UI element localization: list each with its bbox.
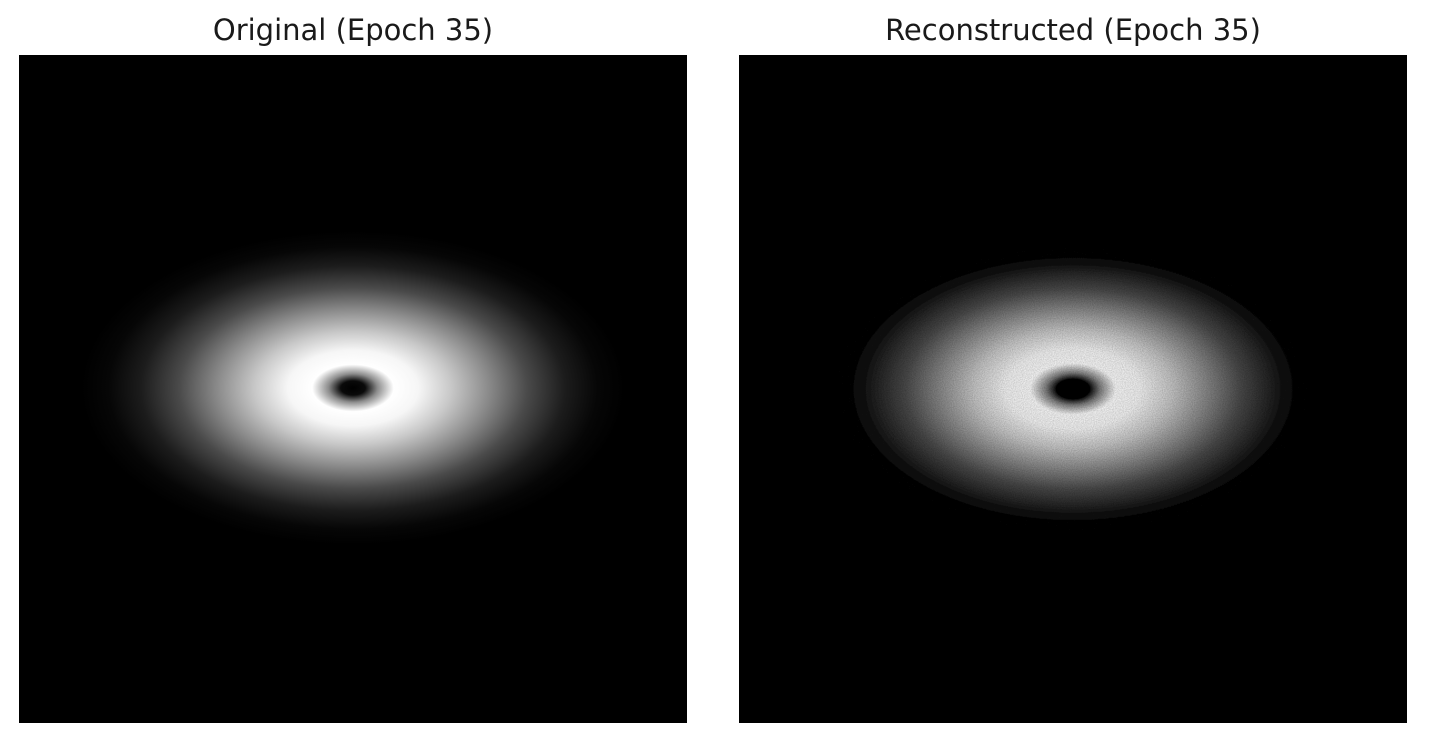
- reconstructed-image: [739, 55, 1407, 723]
- original-image: [19, 55, 687, 723]
- original-panel-title: Original (Epoch 35): [212, 13, 494, 47]
- reconstructed-panel-title: Reconstructed (Epoch 35): [885, 13, 1261, 47]
